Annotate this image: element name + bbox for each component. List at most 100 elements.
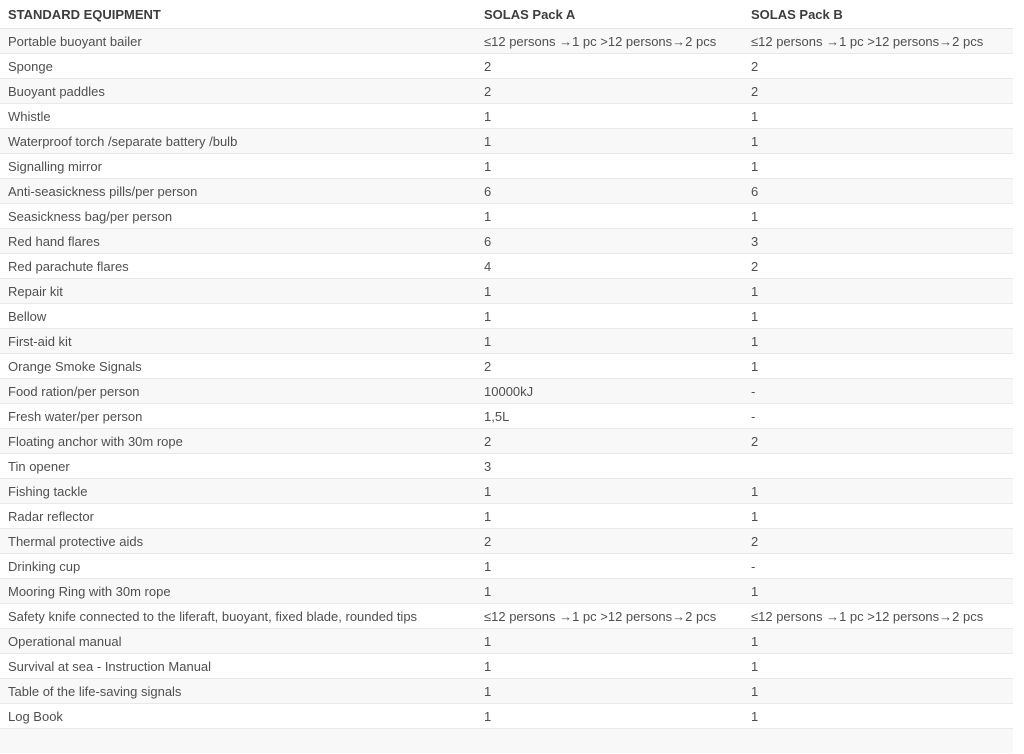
table-row: Bellow 1 1 bbox=[0, 303, 1013, 329]
pack-a-value: 3 bbox=[476, 453, 743, 479]
pack-a-value: 1 bbox=[476, 203, 743, 229]
table-row: Mooring Ring with 30m rope 1 1 bbox=[0, 578, 1013, 604]
table-row: Thermal protective aids 2 2 bbox=[0, 528, 1013, 554]
table-row: Tin opener 3 bbox=[0, 453, 1013, 479]
equipment-item-label: Signalling mirror bbox=[0, 153, 476, 179]
equipment-item-label: Operational manual bbox=[0, 628, 476, 654]
pack-a-value: 1 bbox=[476, 278, 743, 304]
empty-row bbox=[0, 728, 1013, 754]
pack-b-value: 2 bbox=[743, 78, 1013, 104]
pack-b-value: 3 bbox=[743, 228, 1013, 254]
table-row: Anti-seasickness pills/per person 6 6 bbox=[0, 178, 1013, 204]
equipment-item-label: Food ration/per person bbox=[0, 378, 476, 404]
equipment-item-label: Bellow bbox=[0, 303, 476, 329]
pack-a-value: 1 bbox=[476, 328, 743, 354]
pack-a-value: 1 bbox=[476, 303, 743, 329]
equipment-item-label: Buoyant paddles bbox=[0, 78, 476, 104]
pack-b-value bbox=[743, 453, 1013, 479]
table-row: Radar reflector 1 1 bbox=[0, 503, 1013, 529]
table-row: Whistle 1 1 bbox=[0, 103, 1013, 129]
equipment-item-label: Fishing tackle bbox=[0, 478, 476, 504]
equipment-item-label: Waterproof torch /separate battery /bulb bbox=[0, 128, 476, 154]
table-header: STANDARD EQUIPMENT SOLAS Pack A SOLAS Pa… bbox=[0, 0, 1013, 29]
column-header-solas-pack-a: SOLAS Pack A bbox=[476, 0, 743, 29]
pack-b-value: 1 bbox=[743, 153, 1013, 179]
table-row: Operational manual 1 1 bbox=[0, 628, 1013, 654]
table-row: Survival at sea - Instruction Manual 1 1 bbox=[0, 653, 1013, 679]
pack-b-value: 1 bbox=[743, 328, 1013, 354]
table-row: Red parachute flares 4 2 bbox=[0, 253, 1013, 279]
pack-b-value: 1 bbox=[743, 303, 1013, 329]
pack-b-value: 1 bbox=[743, 353, 1013, 379]
pack-a-value: 6 bbox=[476, 228, 743, 254]
pack-a-value: 10000kJ bbox=[476, 378, 743, 404]
empty-cell bbox=[476, 729, 743, 754]
equipment-item-label: Anti-seasickness pills/per person bbox=[0, 178, 476, 204]
table-row: Orange Smoke Signals 2 1 bbox=[0, 353, 1013, 379]
table-row: First-aid kit 1 1 bbox=[0, 328, 1013, 354]
equipment-item-label: Portable buoyant bailer bbox=[0, 28, 476, 54]
equipment-item-label: Table of the life-saving signals bbox=[0, 678, 476, 704]
pack-a-value: 1 bbox=[476, 128, 743, 154]
pack-b-value: 1 bbox=[743, 503, 1013, 529]
equipment-item-label: Radar reflector bbox=[0, 503, 476, 529]
header-row: STANDARD EQUIPMENT SOLAS Pack A SOLAS Pa… bbox=[0, 0, 1013, 29]
pack-b-value: 2 bbox=[743, 428, 1013, 454]
pack-b-value: - bbox=[743, 553, 1013, 579]
table-row: Drinking cup 1- bbox=[0, 553, 1013, 579]
table-row: Seasickness bag/per person 1 1 bbox=[0, 203, 1013, 229]
equipment-item-label: Sponge bbox=[0, 53, 476, 79]
pack-b-value: 1 bbox=[743, 103, 1013, 129]
table-row: Sponge 2 2 bbox=[0, 53, 1013, 79]
pack-a-value: 2 bbox=[476, 528, 743, 554]
pack-a-value: 1 bbox=[476, 503, 743, 529]
table-row: Red hand flares 6 3 bbox=[0, 228, 1013, 254]
equipment-item-label: Orange Smoke Signals bbox=[0, 353, 476, 379]
table-row: Safety knife connected to the liferaft, … bbox=[0, 603, 1013, 629]
table-row: Portable buoyant bailer ≤12 persons →1 pc… bbox=[0, 28, 1013, 54]
pack-a-value: 1 bbox=[476, 478, 743, 504]
pack-a-value: 1 bbox=[476, 578, 743, 604]
pack-b-value: ≤12 persons →1 pc >12 persons→2 pcs bbox=[743, 603, 1013, 629]
pack-b-value: 2 bbox=[743, 528, 1013, 554]
equipment-item-label: First-aid kit bbox=[0, 328, 476, 354]
equipment-item-label: Floating anchor with 30m rope bbox=[0, 428, 476, 454]
table-row: Repair kit 1 1 bbox=[0, 278, 1013, 304]
equipment-item-label: Red parachute flares bbox=[0, 253, 476, 279]
pack-a-value: 1 bbox=[476, 103, 743, 129]
pack-b-value: - bbox=[743, 403, 1013, 429]
equipment-item-label: Safety knife connected to the liferaft, … bbox=[0, 603, 476, 629]
table-row: Table of the life-saving signals 1 1 bbox=[0, 678, 1013, 704]
equipment-item-label: Drinking cup bbox=[0, 553, 476, 579]
pack-a-value: 1 bbox=[476, 553, 743, 579]
pack-b-value: 1 bbox=[743, 128, 1013, 154]
pack-b-value: - bbox=[743, 378, 1013, 404]
pack-a-value: 2 bbox=[476, 78, 743, 104]
pack-a-value: 6 bbox=[476, 178, 743, 204]
equipment-item-label: Red hand flares bbox=[0, 228, 476, 254]
pack-a-value: 2 bbox=[476, 353, 743, 379]
equipment-item-label: Log Book bbox=[0, 703, 476, 729]
pack-a-value: 1 bbox=[476, 153, 743, 179]
equipment-item-label: Thermal protective aids bbox=[0, 528, 476, 554]
pack-b-value: 1 bbox=[743, 578, 1013, 604]
pack-a-value: 1,5L bbox=[476, 403, 743, 429]
equipment-item-label: Repair kit bbox=[0, 278, 476, 304]
equipment-item-label: Tin opener bbox=[0, 453, 476, 479]
pack-a-value: 2 bbox=[476, 428, 743, 454]
pack-b-value: 1 bbox=[743, 478, 1013, 504]
pack-a-value: 1 bbox=[476, 653, 743, 679]
table-body: Portable buoyant bailer ≤12 persons →1 pc… bbox=[0, 28, 1013, 754]
empty-cell bbox=[743, 729, 1013, 754]
pack-b-value: 2 bbox=[743, 253, 1013, 279]
table-row: Waterproof torch /separate battery /bulb… bbox=[0, 128, 1013, 154]
equipment-item-label: Survival at sea - Instruction Manual bbox=[0, 653, 476, 679]
equipment-item-label: Whistle bbox=[0, 103, 476, 129]
table-row: Floating anchor with 30m rope 2 2 bbox=[0, 428, 1013, 454]
equipment-item-label: Seasickness bag/per person bbox=[0, 203, 476, 229]
column-header-standard-equipment: STANDARD EQUIPMENT bbox=[0, 0, 476, 29]
pack-a-value: 4 bbox=[476, 253, 743, 279]
pack-b-value: ≤12 persons →1 pc >12 persons→2 pcs bbox=[743, 28, 1013, 54]
